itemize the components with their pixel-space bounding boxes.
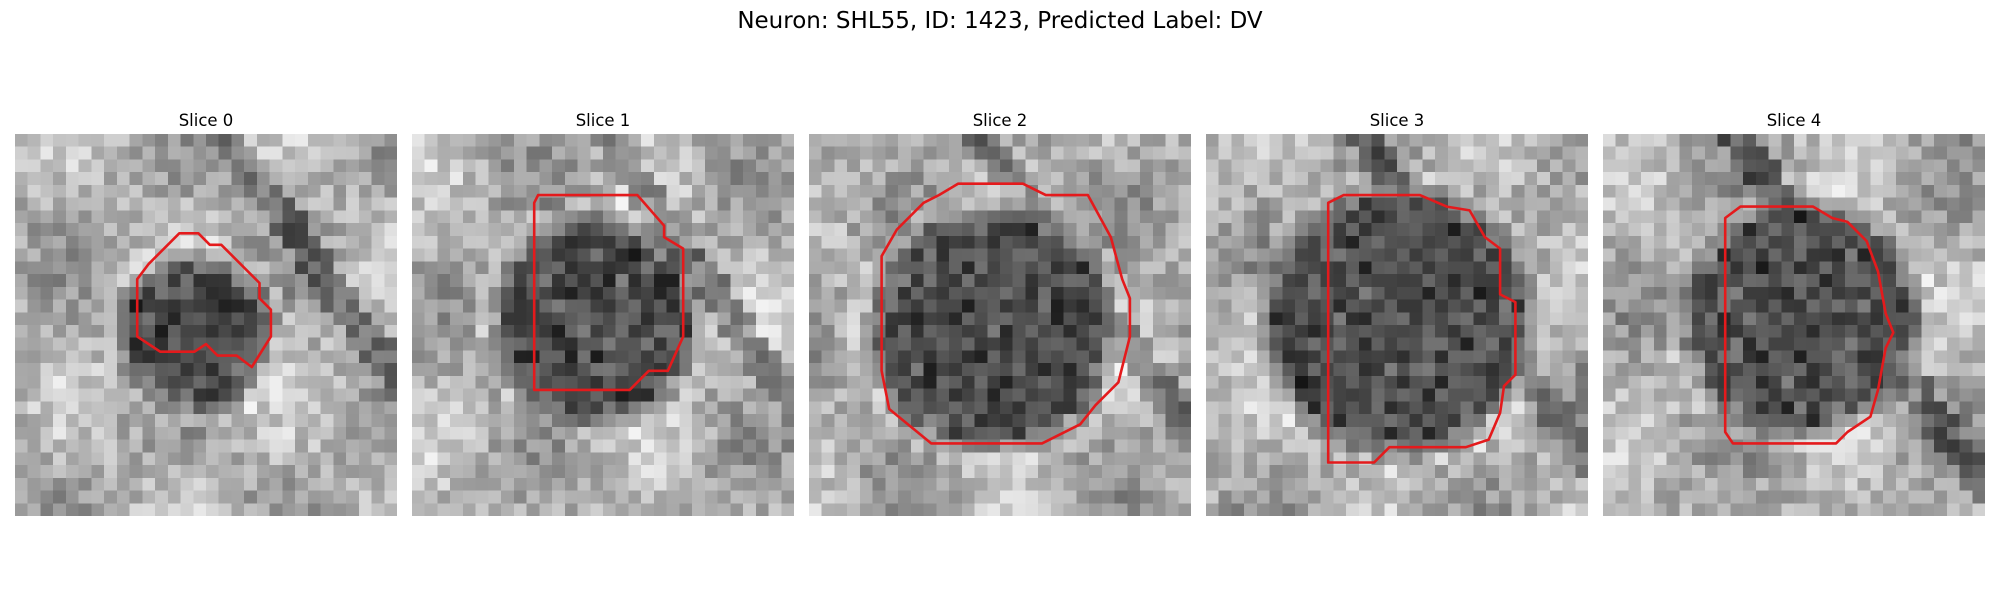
slice-image-1 — [412, 134, 794, 516]
slice-panel-2: Slice 2 — [809, 108, 1191, 134]
slice-title-2: Slice 2 — [809, 108, 1191, 134]
slice-image-4 — [1603, 134, 1985, 516]
contour-outline-4 — [1725, 207, 1893, 444]
slice-title-4: Slice 4 — [1603, 108, 1985, 134]
slice-title-3: Slice 3 — [1206, 108, 1588, 134]
slice-panel-1: Slice 1 — [412, 108, 794, 134]
figure-title: Neuron: SHL55, ID: 1423, Predicted Label… — [0, 8, 2000, 34]
slice-image-3 — [1206, 134, 1588, 516]
slice-panel-3: Slice 3 — [1206, 108, 1588, 134]
slice-image-0 — [15, 134, 397, 516]
contour-outline-3 — [1328, 195, 1515, 462]
contour-outline-2 — [882, 184, 1130, 444]
segmentation-contour-3 — [1206, 134, 1588, 516]
segmentation-contour-4 — [1603, 134, 1985, 516]
slice-image-2 — [809, 134, 1191, 516]
slice-title-1: Slice 1 — [412, 108, 794, 134]
slice-panel-4: Slice 4 — [1603, 108, 1985, 134]
slice-panel-0: Slice 0 — [15, 108, 397, 134]
contour-outline-0 — [137, 233, 271, 367]
segmentation-contour-1 — [412, 134, 794, 516]
slice-title-0: Slice 0 — [15, 108, 397, 134]
contour-outline-1 — [534, 195, 683, 390]
segmentation-contour-0 — [15, 134, 397, 516]
segmentation-contour-2 — [809, 134, 1191, 516]
